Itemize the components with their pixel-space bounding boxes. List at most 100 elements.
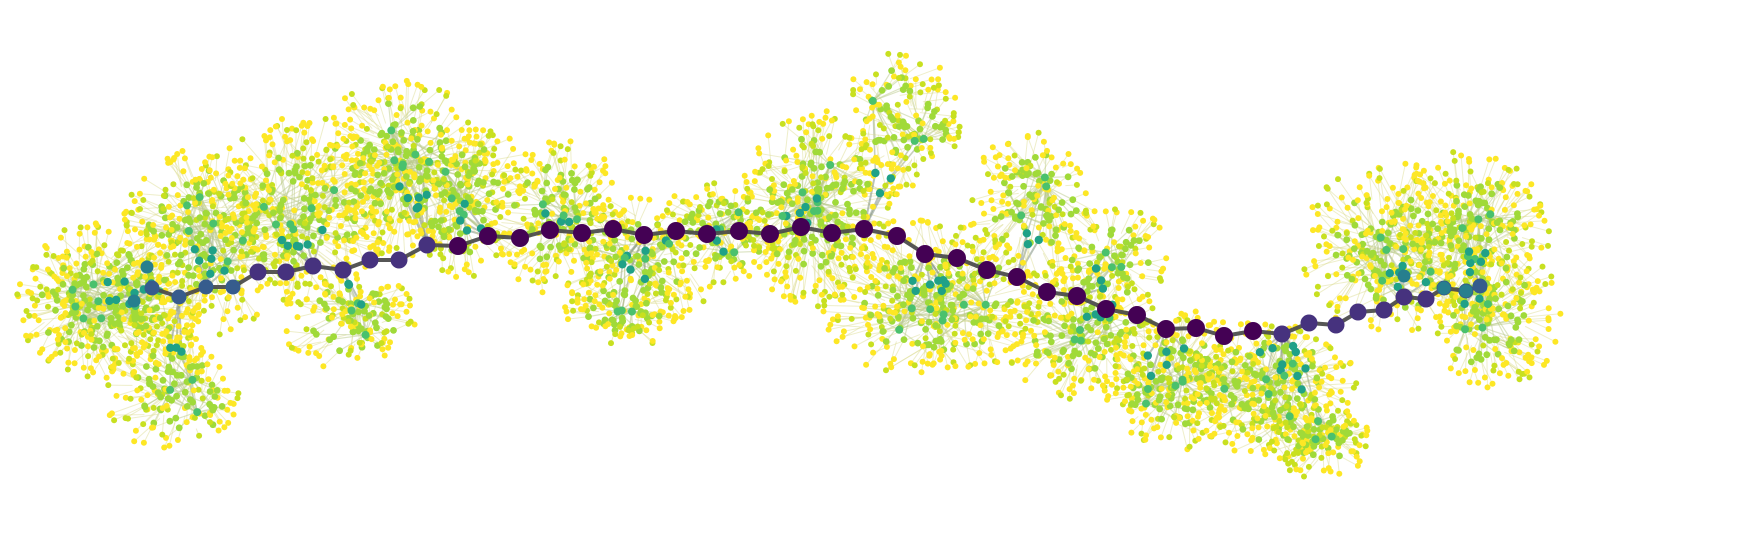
graph-edge [223,147,231,182]
graph-edge [832,277,894,291]
graph-edge [293,189,312,201]
graph-edge [746,188,771,191]
graph-edge [92,349,108,379]
graph-edge [298,258,326,296]
graph-edge [608,199,636,217]
graph-edge [782,123,802,140]
graph-edge [673,261,706,268]
graph-edge [96,253,99,302]
graph-edge [562,214,601,221]
graph-edge [422,178,441,208]
graph-edge [526,182,544,205]
graph-edge [227,254,264,262]
graph-edge [732,190,736,214]
graph-edge [637,199,650,225]
graph-edge [647,287,662,312]
graph-edge [774,253,778,280]
graph-edge [663,278,686,298]
graph-edge [298,122,304,168]
graph-edge [592,212,629,222]
graph-edge [234,160,269,184]
graph-edge [394,85,404,117]
graph-edge [867,262,901,283]
graph-edge [544,249,557,273]
graph-edge [441,149,467,157]
graph-edge [67,317,85,343]
graph-edge [914,347,929,366]
graph-edge [994,216,1016,241]
graph-edge [854,331,884,347]
graph-edge [865,266,896,290]
graph-edge [188,218,214,225]
graph-edge [223,274,246,318]
graph-edge [1007,143,1026,163]
graph-edge [973,218,996,225]
graph-edge [992,146,1015,164]
graph-edge [463,193,509,216]
graph-edge [354,195,374,219]
graph-edge [794,263,805,303]
graph-edge [831,253,845,286]
graph-edge [373,109,384,132]
graph-edge [469,251,475,277]
graph-edge [353,106,382,129]
graph-edge [214,155,218,182]
graph-edge [500,173,533,188]
graph-edge [393,202,404,233]
graph-edge [1042,253,1057,281]
graph-edge [190,251,194,291]
graph-edge [461,142,471,165]
graph-edge [713,257,716,283]
graph-edge [26,309,58,312]
graph-edge [878,236,896,269]
graph-edge [130,244,159,261]
graph-edge [92,259,132,285]
graph-edge [413,86,422,119]
graph-edge [872,69,893,102]
graph-edge [784,120,790,159]
graph-edge [707,205,740,213]
graph-edge [1386,198,1389,234]
graph-edge [885,143,894,178]
graph-edge [998,244,1008,269]
graph-edge [494,148,514,177]
graph-edge [98,231,110,270]
graph-edge [114,349,135,373]
graph-edge [401,215,406,258]
graph-edge [570,140,572,174]
graph-edge [79,274,137,307]
graph-edge [821,135,847,168]
graph-edge [276,125,291,159]
graph-edge [532,154,544,181]
graph-edge [241,138,268,169]
graph-edge [274,161,277,187]
graph-edge [867,286,882,304]
graph-edge [909,220,923,263]
graph-edge [503,174,519,189]
graph-edge [630,197,637,223]
graph-edge [517,176,540,197]
graph-edge [1181,425,1188,450]
graph-edge [407,217,413,256]
graph-edge [781,187,803,200]
graph-edge [152,304,199,311]
graph-edge [353,107,373,117]
graph-edge [872,88,904,102]
graph-edge [823,305,881,308]
graph-edge [139,193,166,197]
graph-edge [172,183,190,198]
graph-edge [134,246,172,276]
graph-edge [548,141,559,172]
graph-edge [754,180,769,197]
graph-edge [560,160,569,188]
graph-edge [363,107,383,134]
graph-edge [929,335,954,355]
graph-edge [137,209,166,219]
graph-edge [407,83,409,116]
graph-edge [502,218,528,225]
graph-edge [233,239,244,285]
graph-edge [896,295,931,310]
graph-edge [902,304,931,310]
graph-edge [36,311,62,336]
graph-edge [810,164,815,212]
